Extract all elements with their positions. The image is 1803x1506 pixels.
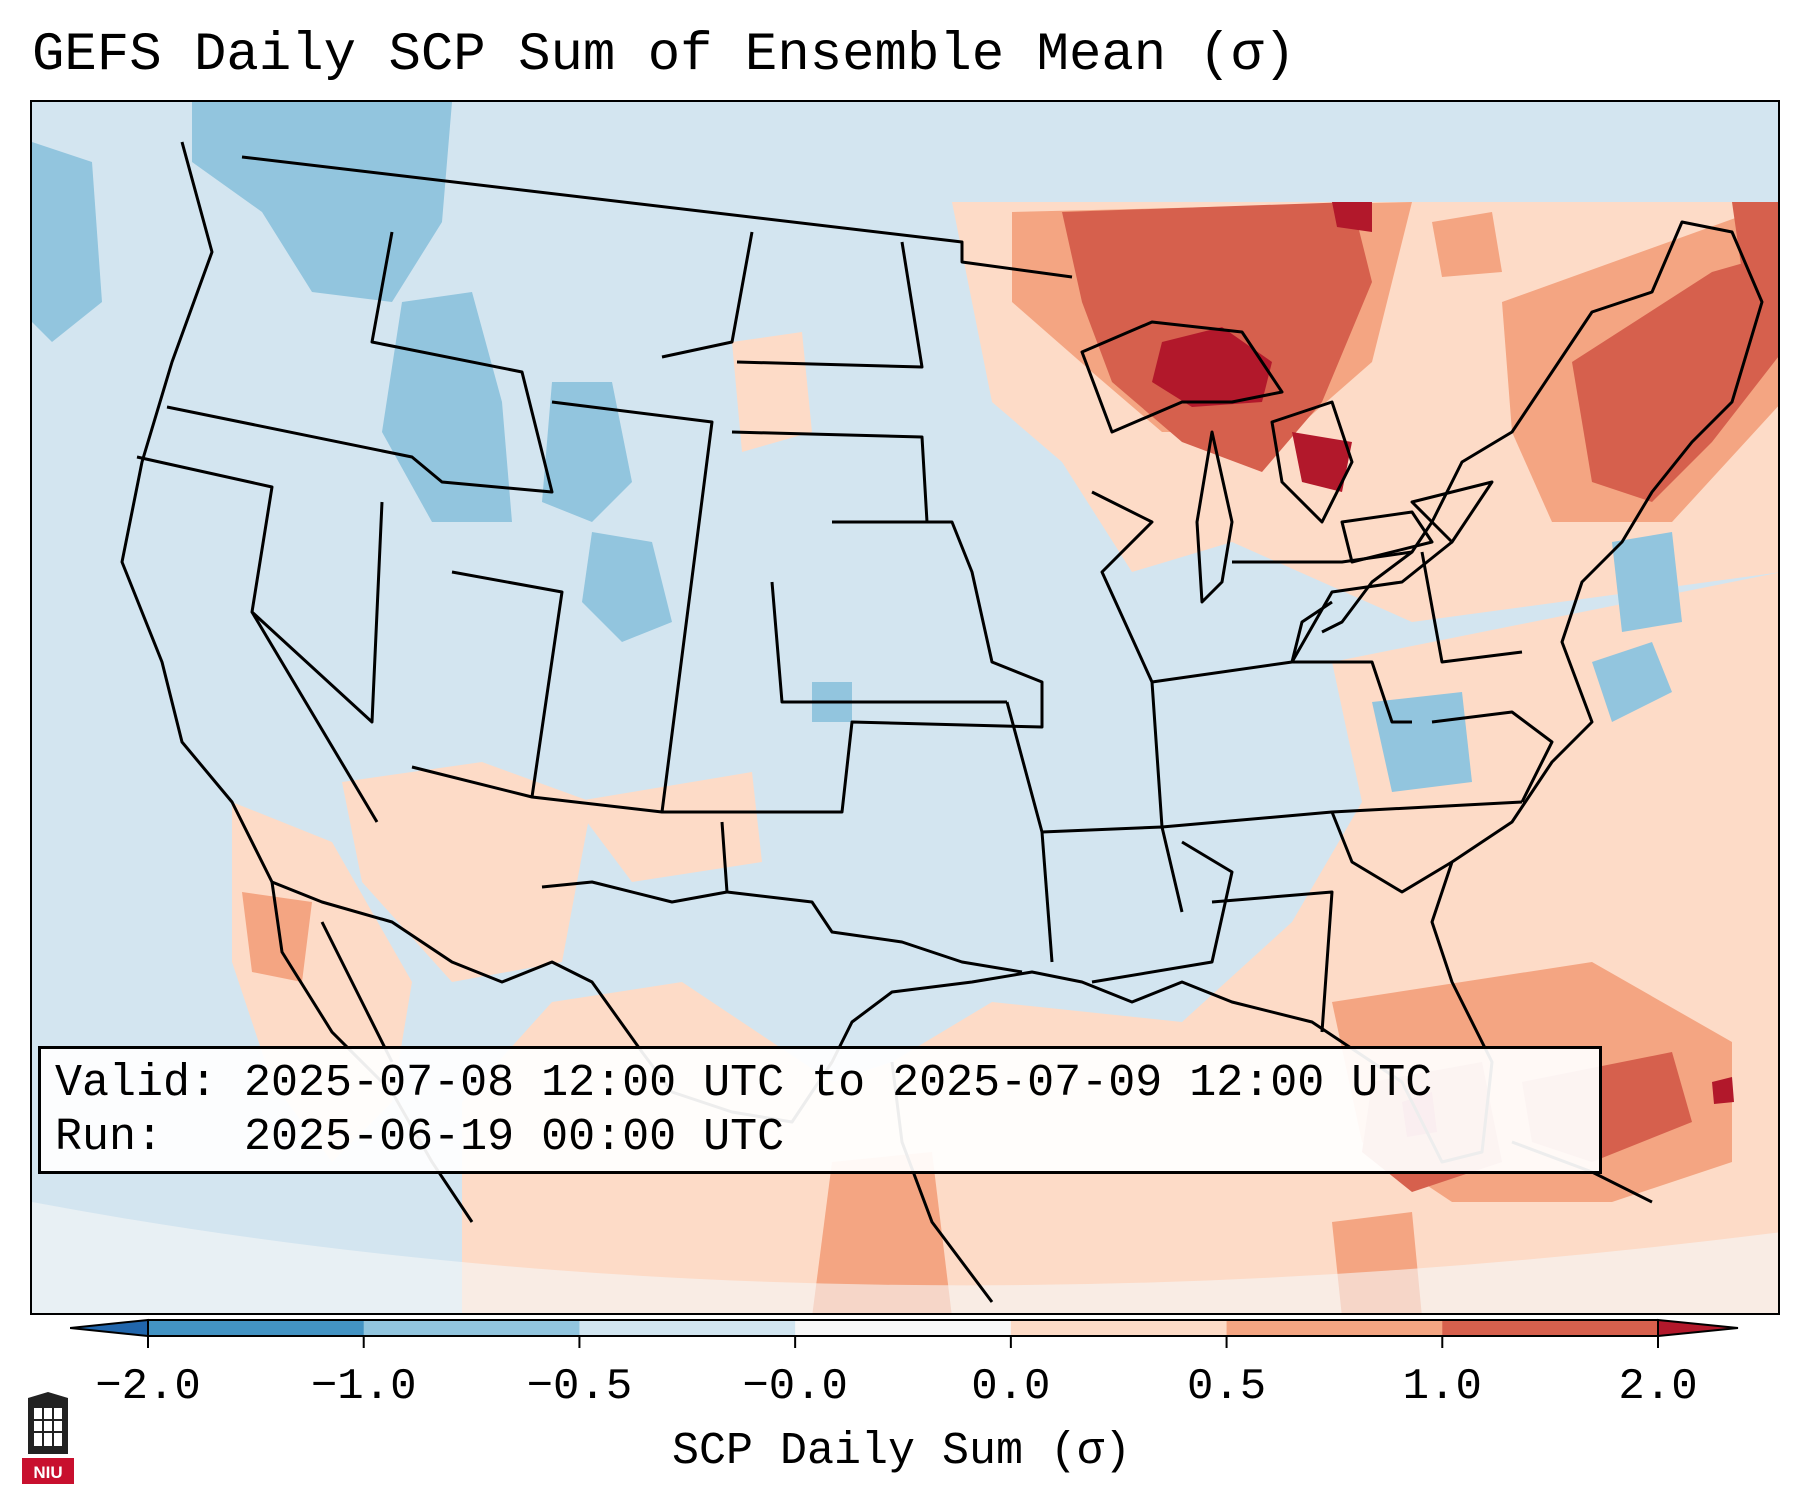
colorbar-tick-label: 0.0 xyxy=(971,1362,1051,1412)
colorbar-tick-label: 0.5 xyxy=(1186,1362,1267,1412)
valid-value: 2025-07-08 12:00 UTC to 2025-07-09 12:00… xyxy=(244,1058,1433,1109)
colorbar-label: SCP Daily Sum (σ) xyxy=(671,1426,1132,1477)
colorbar-tick-label: −2.0 xyxy=(95,1362,201,1412)
logo-window-grid xyxy=(34,1408,62,1446)
colorbar-extend-high xyxy=(1657,1318,1739,1338)
logo-text: NIU xyxy=(33,1463,62,1482)
run-value: 2025-06-19 00:00 UTC xyxy=(244,1112,785,1163)
coastline-borders xyxy=(120,141,1764,1164)
colorbar-ticks xyxy=(147,1336,1659,1348)
colorbar-extend-low xyxy=(70,1318,149,1338)
colorbar-tick-label: −0.5 xyxy=(526,1362,633,1412)
colorbar-tick-label: −0.0 xyxy=(742,1362,848,1412)
colorbar-tick-label: 2.0 xyxy=(1618,1362,1698,1412)
colorbar-bin xyxy=(795,1320,1012,1336)
colorbar-bin xyxy=(1442,1320,1659,1336)
colorbar-bin xyxy=(148,1320,365,1336)
valid-label: Valid: xyxy=(55,1058,218,1109)
logo-window xyxy=(34,1408,62,1446)
map-title: GEFS Daily SCP Sum of Ensemble Mean (σ) xyxy=(32,25,1296,86)
run-row: Run: 2025-06-19 00:00 UTC xyxy=(55,1111,1585,1165)
colorbar-bin xyxy=(1226,1320,1443,1336)
colorbar-bin xyxy=(579,1320,796,1336)
run-label: Run: xyxy=(55,1112,164,1163)
logo-badge xyxy=(22,1458,74,1484)
colorbar-bins xyxy=(70,1318,1739,1338)
anomaly-fill-dark-red xyxy=(1152,202,1734,1137)
colorbar-tick-label: 1.0 xyxy=(1402,1362,1482,1412)
niu-logo: NIU xyxy=(22,1392,74,1484)
colorbar-bin xyxy=(363,1320,580,1336)
run-info-box: Valid: 2025-07-08 12:00 UTC to 2025-07-0… xyxy=(38,1046,1602,1174)
colorbar xyxy=(70,1318,1739,1348)
colorbar-bin xyxy=(1010,1320,1228,1336)
valid-row: Valid: 2025-07-08 12:00 UTC to 2025-07-0… xyxy=(55,1057,1585,1111)
colorbar-frame xyxy=(147,1319,1659,1337)
projection-edge-fade xyxy=(32,1202,1778,1313)
colorbar-tick-label: −1.0 xyxy=(310,1362,417,1412)
